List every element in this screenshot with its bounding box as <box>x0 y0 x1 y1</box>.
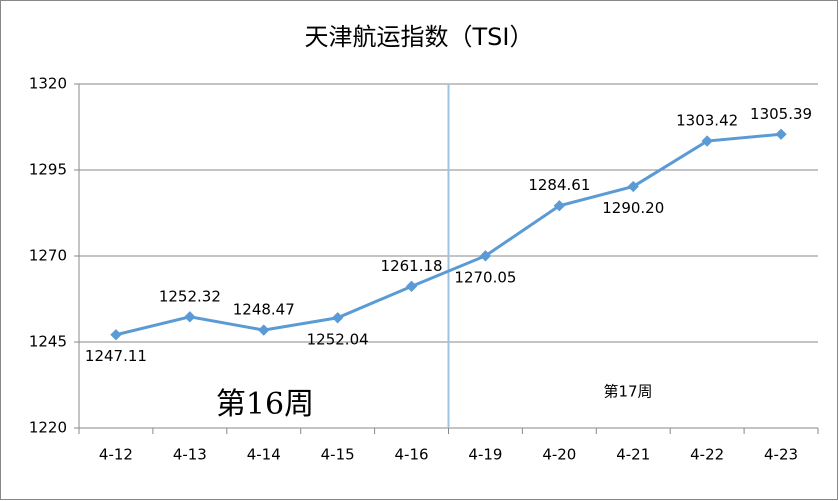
y-tick-label: 1245 <box>29 333 67 351</box>
x-tick-label: 4-22 <box>690 446 724 464</box>
data-label: 1261.18 <box>381 257 443 275</box>
marker <box>775 128 787 140</box>
y-tick-label: 1220 <box>29 419 67 437</box>
x-tick-label: 4-12 <box>99 446 133 464</box>
marker <box>258 324 270 336</box>
data-label: 1270.05 <box>454 268 516 286</box>
data-label: 1284.61 <box>528 176 590 194</box>
y-tick-label: 1320 <box>29 75 67 93</box>
data-label: 1305.39 <box>750 105 812 123</box>
x-tick-label: 4-13 <box>173 446 207 464</box>
x-tick-label: 4-19 <box>468 446 502 464</box>
data-label: 1290.20 <box>602 199 664 217</box>
marker <box>701 135 713 147</box>
x-tick-label: 4-20 <box>542 446 576 464</box>
marker <box>479 250 492 262</box>
data-label: 1248.47 <box>233 301 295 319</box>
data-label: 1247.11 <box>85 347 147 365</box>
x-tick-label: 4-14 <box>247 446 281 464</box>
annotation: 第16周 <box>216 387 314 422</box>
data-label: 1252.32 <box>159 287 221 305</box>
marker <box>184 311 196 323</box>
marker <box>553 200 566 212</box>
data-label: 1252.04 <box>307 330 369 348</box>
data-label: 1303.42 <box>676 112 738 130</box>
marker <box>627 180 639 193</box>
x-tick-label: 4-21 <box>616 446 650 464</box>
x-tick-label: 4-15 <box>321 446 355 464</box>
chart-title: 天津航运指数（TSI） <box>305 23 534 51</box>
line <box>115 132 782 337</box>
marker <box>405 280 418 292</box>
annotation: 第17周 <box>603 383 652 401</box>
marker <box>331 312 344 324</box>
x-tick-label: 4-16 <box>395 446 429 464</box>
x-tick-label: 4-23 <box>764 446 798 464</box>
y-tick-label: 1295 <box>29 161 67 179</box>
y-tick-label: 1270 <box>29 247 67 265</box>
